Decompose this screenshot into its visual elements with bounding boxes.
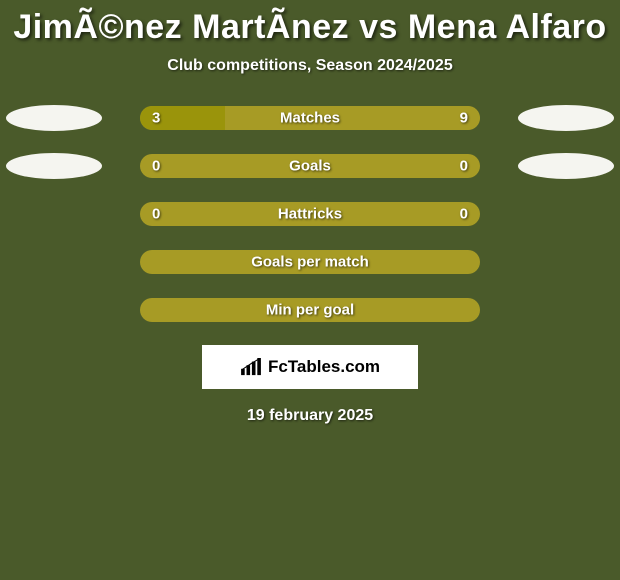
page-title: JimÃ©nez MartÃ­nez vs Mena Alfaro <box>0 8 620 47</box>
logo-text: FcTables.com <box>268 357 380 377</box>
right-fill <box>225 106 480 130</box>
left-value: 0 <box>152 206 160 223</box>
stat-row-goals: 0 0 Goals <box>0 153 620 179</box>
stat-bar: 0 0 Hattricks <box>140 202 480 226</box>
stat-label: Min per goal <box>266 302 354 319</box>
left-ellipse <box>6 153 102 179</box>
stat-bar: 3 9 Matches <box>140 106 480 130</box>
comparison-infographic: JimÃ©nez MartÃ­nez vs Mena Alfaro Club c… <box>0 0 620 425</box>
stat-row-gpm: Goals per match <box>0 249 620 275</box>
right-value: 9 <box>460 110 468 127</box>
logo-wrap: FcTables.com <box>0 345 620 389</box>
stat-row-mpg: Min per goal <box>0 297 620 323</box>
stats-container: 3 9 Matches 0 0 Goals 0 0 Hattricks Goals per mat… <box>0 105 620 323</box>
stat-bar: Goals per match <box>140 250 480 274</box>
right-value: 0 <box>460 206 468 223</box>
stat-label: Hattricks <box>278 206 342 223</box>
left-value: 3 <box>152 110 160 127</box>
stat-label: Goals per match <box>251 254 369 271</box>
right-value: 0 <box>460 158 468 175</box>
left-spacer <box>6 297 102 323</box>
right-ellipse <box>518 105 614 131</box>
right-ellipse <box>518 153 614 179</box>
stat-row-matches: 3 9 Matches <box>0 105 620 131</box>
stat-label: Goals <box>289 158 331 175</box>
left-spacer <box>6 249 102 275</box>
right-spacer <box>518 297 614 323</box>
logo-box: FcTables.com <box>202 345 418 389</box>
left-value: 0 <box>152 158 160 175</box>
right-spacer <box>518 249 614 275</box>
stat-bar: 0 0 Goals <box>140 154 480 178</box>
stat-bar: Min per goal <box>140 298 480 322</box>
right-spacer <box>518 201 614 227</box>
left-spacer <box>6 201 102 227</box>
stat-label: Matches <box>280 110 340 127</box>
date: 19 february 2025 <box>0 407 620 425</box>
bars-icon <box>240 358 262 376</box>
stat-row-hattricks: 0 0 Hattricks <box>0 201 620 227</box>
left-ellipse <box>6 105 102 131</box>
subtitle: Club competitions, Season 2024/2025 <box>0 57 620 75</box>
